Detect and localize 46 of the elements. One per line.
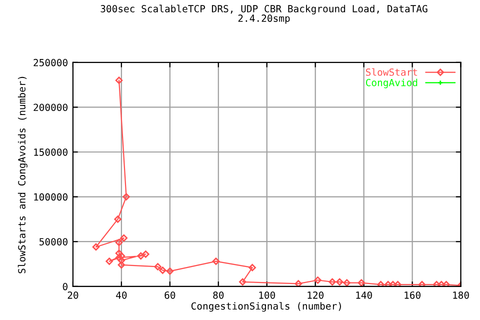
point [92, 243, 100, 251]
point [212, 258, 220, 265]
point [239, 278, 246, 286]
point [137, 252, 144, 260]
y-tick-label: 200000 [34, 104, 68, 112]
point [343, 279, 351, 286]
x-tick-label: 160 [404, 291, 420, 299]
point [358, 279, 366, 286]
point [120, 234, 128, 242]
y-tick-label: 0 [62, 282, 68, 290]
y-axis-title: SlowStarts and CongAvoids (number) [18, 76, 28, 274]
point [328, 278, 336, 286]
x-tick-label: 180 [453, 291, 469, 299]
point [377, 280, 384, 286]
point [122, 193, 130, 200]
point [106, 258, 113, 265]
x-tick-label: 120 [308, 291, 324, 299]
point [314, 276, 322, 284]
x-tick-label: 100 [259, 291, 276, 299]
point [115, 76, 123, 84]
x-tick-label: 140 [356, 291, 372, 299]
point [114, 216, 122, 223]
point [294, 280, 302, 286]
chart-title: 300sec ScalableTCP DRS, UDP CBR Background Load, DataTAG 2.4.20smp [100, 4, 428, 24]
point [159, 266, 166, 274]
x-tick-label: 60 [164, 291, 176, 299]
point [418, 280, 426, 286]
point [336, 278, 344, 286]
point [142, 250, 150, 258]
legend-label: CongAviod [366, 78, 418, 88]
x-tick-label: 20 [68, 291, 78, 299]
x-axis-title: CongestionSignals (number) [191, 302, 341, 312]
y-tick-label: 50000 [40, 238, 68, 246]
point [115, 238, 123, 246]
y-tick-label: 150000 [34, 148, 68, 156]
x-tick-label: 80 [213, 291, 224, 299]
point [394, 280, 402, 286]
y-tick-label: 250000 [34, 58, 68, 66]
point [248, 264, 256, 272]
point [442, 280, 450, 286]
point [154, 263, 162, 270]
point [118, 261, 126, 269]
y-tick-label: 100000 [34, 193, 68, 201]
point [166, 268, 174, 275]
legend-label: SlowStart [366, 68, 418, 76]
x-tick-label: 40 [116, 291, 127, 299]
